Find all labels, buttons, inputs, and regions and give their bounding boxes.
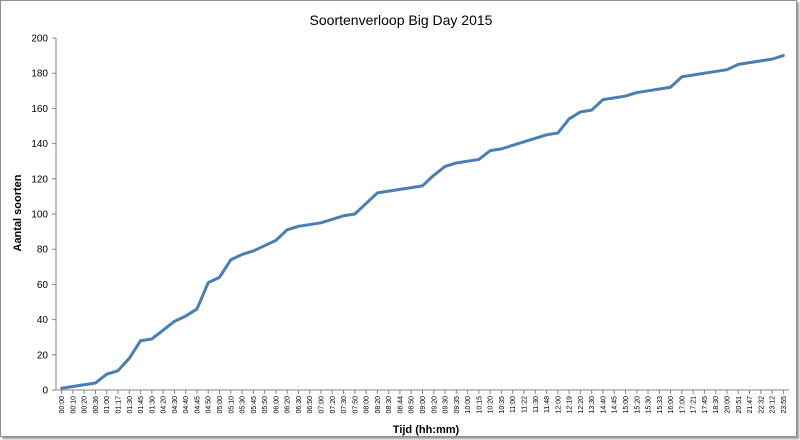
x-tick-label: 16:00 (668, 396, 675, 414)
y-tick-label: 140 (31, 139, 48, 150)
y-tick-label: 0 (42, 386, 48, 397)
x-tick-label: 13:30 (589, 396, 596, 414)
x-tick-label: 17:45 (702, 396, 709, 414)
x-tick-label: 08:44 (397, 396, 404, 414)
series-group (60, 54, 785, 390)
x-tick-label: 07:00 (319, 396, 326, 414)
y-tick-label: 160 (31, 104, 48, 115)
y-tick-label: 20 (37, 350, 49, 361)
x-tick-label: 14:45 (612, 396, 619, 414)
y-tick-label: 80 (37, 245, 49, 256)
x-tick-label: 00:20 (82, 396, 89, 414)
x-tick-label: 09:35 (454, 396, 461, 414)
x-tick-label: 22:32 (758, 396, 765, 414)
x-tick-label: 11:22 (521, 396, 528, 413)
x-tick-label: 07:20 (330, 396, 337, 414)
y-tick-label: 100 (31, 210, 48, 221)
x-tick-label: 10:00 (465, 396, 472, 414)
x-tick-label: 04:50 (206, 396, 213, 414)
x-tick-label: 01:45 (138, 396, 145, 414)
x-tick-label: 05:10 (228, 396, 235, 414)
x-tick-label: 10:15 (476, 396, 483, 414)
x-tick-label: 06:50 (307, 396, 314, 414)
x-tick-label: 11:48 (544, 396, 551, 413)
x-tick-label: 00:36 (93, 396, 100, 414)
x-tick-label: 09:20 (431, 396, 438, 414)
x-tick-label: 05:30 (240, 396, 247, 414)
y-tick-label: 60 (37, 280, 49, 291)
x-tick-label: 15:33 (657, 396, 664, 414)
x-tick-label: 12:00 (555, 396, 562, 414)
x-tick-label: 06:20 (285, 396, 292, 414)
x-tick-label: 23:12 (770, 396, 777, 414)
x-tick-label: 04:20 (161, 396, 168, 414)
x-tick-label: 15:20 (634, 396, 641, 414)
x-tick-label: 01:17 (116, 396, 123, 414)
x-tick-label: 01:30 (149, 396, 156, 414)
x-tick-label: 17:21 (691, 396, 698, 414)
x-tick-label: 09:00 (420, 396, 427, 414)
x-tick-label: 10:20 (488, 396, 495, 414)
x-tick-label: 20:51 (736, 396, 743, 414)
x-tick-label: 21:47 (747, 396, 754, 414)
x-tick-label: 04:45 (194, 396, 201, 414)
x-tick-label: 08:30 (386, 396, 393, 414)
x-tick-label: 14:40 (600, 396, 607, 414)
x-tick-label: 07:30 (341, 396, 348, 414)
x-tick-label: 05:45 (251, 396, 258, 414)
y-tick-labels: 0 20 40 60 80 100 120 140 160 180 200 (31, 34, 48, 397)
x-tick-label: 15:00 (623, 396, 630, 414)
x-axis-title: Tijd (hh:mm) (393, 424, 460, 436)
x-tick-label: 05:50 (262, 396, 269, 414)
y-tick-label: 120 (31, 174, 48, 185)
x-tick-label: 08:50 (409, 396, 416, 414)
x-tick-labels: 00:00 00:10 00:20 00:36 01:00 01:17 01:30 01:45… (59, 396, 788, 414)
axes (52, 37, 789, 394)
x-tick-label: 00:00 (59, 396, 66, 414)
x-tick-label: 18:30 (713, 396, 720, 414)
x-tick-label: 08:00 (364, 396, 371, 414)
x-tick-label: 11:30 (533, 396, 540, 413)
x-tick-label: 06:00 (273, 396, 280, 414)
x-tick-label: 12:19 (567, 396, 574, 414)
x-tick-label: 06:30 (296, 396, 303, 414)
x-tick-label: 20:00 (724, 396, 731, 414)
y-axis-title: Aantal soorten (12, 174, 24, 251)
chart-title: Soortenverloop Big Day 2015 (310, 12, 493, 28)
y-tick-label: 180 (31, 69, 48, 80)
x-tick-label: 04:40 (183, 396, 190, 414)
x-tick-label: 15:30 (646, 396, 653, 414)
x-tick-label: 01:30 (127, 396, 134, 414)
y-tick-label: 40 (37, 315, 49, 326)
x-tick-label: 04:30 (172, 396, 179, 414)
x-tick-label: 23:55 (781, 396, 788, 414)
x-tick-label: 05:00 (217, 396, 224, 414)
x-tick-label: 17:00 (679, 396, 686, 414)
y-tick-label: 200 (31, 34, 48, 45)
x-tick-label: 10:35 (499, 396, 506, 414)
series-line (60, 54, 785, 390)
x-tick-label: 00:10 (70, 396, 77, 414)
x-tick-label: 01:00 (104, 396, 111, 414)
x-tick-label: 09:30 (443, 396, 450, 414)
x-tick-label: 08:20 (375, 396, 382, 414)
x-tick-label: 11:00 (510, 396, 517, 413)
x-tick-label: 07:50 (352, 396, 359, 414)
x-tick-label: 12:20 (578, 396, 585, 414)
